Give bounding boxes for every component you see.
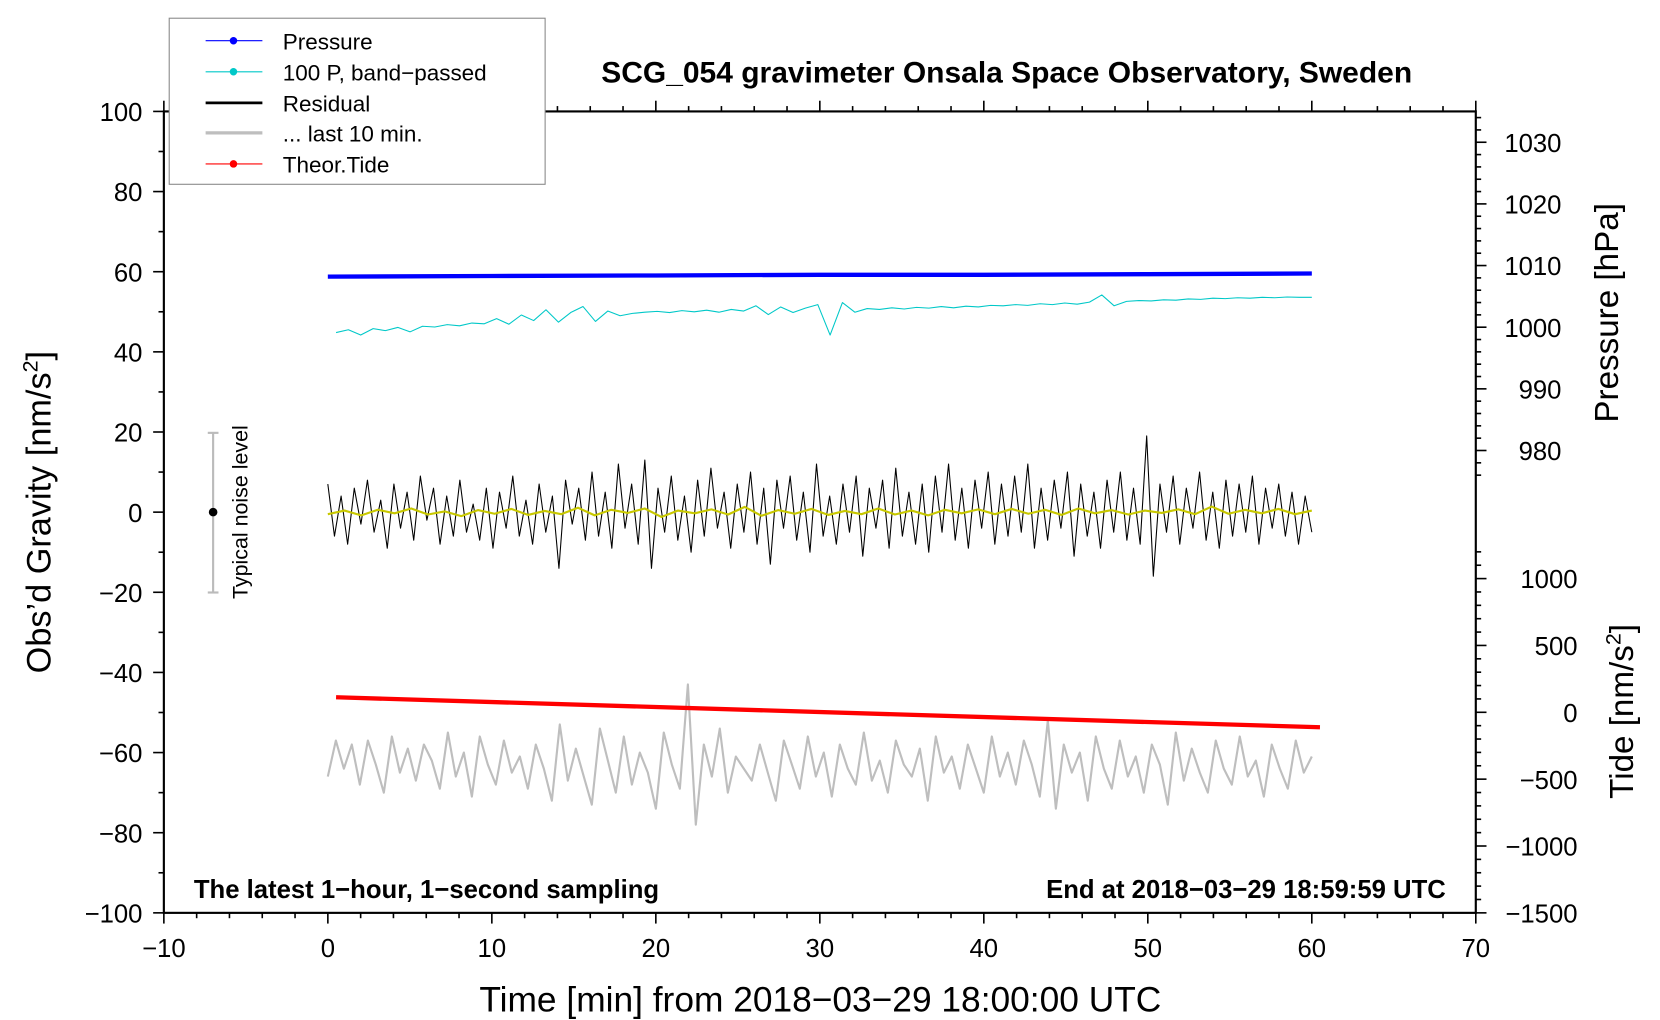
legend: Pressure 100 P, band−passed Residual ...… (168, 17, 546, 185)
tide-tick-label: −1000 (1505, 834, 1577, 862)
legend-label: Pressure (283, 29, 373, 54)
legend-item-theor-tide: Theor.Tide (205, 152, 390, 178)
y-tick-label: 100 (100, 99, 143, 127)
x-axis-label: Time [min] from 2018−03−29 18:00:00 UTC (479, 980, 1161, 1019)
y-tick-label: −40 (99, 660, 143, 688)
y-tick-label: 20 (114, 420, 143, 448)
x-tick-label: 70 (1462, 935, 1491, 963)
noise-level-label: Typical noise level (228, 425, 252, 599)
x-tick-label: 30 (806, 935, 835, 963)
y-tick-label: 80 (114, 179, 143, 207)
legend-label: Theor.Tide (283, 152, 390, 177)
legend-item-pressure: Pressure (205, 29, 373, 54)
series-residual (327, 435, 1313, 577)
pressure-tick-label: 980 (1519, 438, 1562, 466)
tide-tick-label: −1500 (1505, 900, 1577, 928)
pressure-tick-label: 1000 (1504, 315, 1561, 343)
pressure-tick-label: 1010 (1504, 253, 1561, 281)
tide-tick-label: 0 (1563, 700, 1577, 728)
legend-label: Residual (283, 91, 370, 116)
series-last-10-min (326, 683, 1313, 826)
annotation-right: End at 2018−03−29 18:59:59 UTC (1046, 876, 1446, 904)
legend-item-residual: Residual (205, 91, 370, 116)
x-tick-label: 40 (970, 935, 999, 963)
chart-title: SCG_054 gravimeter Onsala Space Observat… (601, 56, 1412, 89)
pressure-tick-label: 1030 (1504, 130, 1561, 158)
x-tick-label: 50 (1134, 935, 1163, 963)
noise-level-indicator (207, 431, 219, 594)
series-layer (326, 271, 1321, 826)
y-tick-label: −20 (99, 580, 143, 608)
y-tick-label: 0 (128, 500, 142, 528)
tide-tick-label: −500 (1520, 767, 1578, 795)
y-tick-label: −60 (99, 740, 143, 768)
x-tick-label: −10 (142, 935, 186, 963)
y-tick-label: 60 (114, 259, 143, 287)
legend-item-band-passed: 100 P, band−passed (205, 60, 487, 85)
pressure-tick-label: 1020 (1504, 192, 1561, 220)
axis-ticks: −10 0 10 20 30 40 50 60 70−100−80−60−40−20020406… (85, 99, 1578, 963)
x-tick-label: 10 (478, 935, 507, 963)
tide-tick-label: 500 (1535, 633, 1578, 661)
y-axis-label: Obs’d Gravity [nm/s2] (18, 351, 58, 673)
annotation-left: The latest 1−hour, 1−second sampling (194, 876, 659, 904)
tide-axis-label: Tide [nm/s2] (1601, 624, 1641, 799)
x-tick-label: 0 (321, 935, 335, 963)
series-theor-tide (336, 695, 1321, 730)
x-tick-label: 20 (642, 935, 671, 963)
series-100-p-band-passed (335, 294, 1312, 336)
legend-label: ... last 10 min. (283, 121, 423, 146)
y-tick-label: −100 (85, 900, 143, 928)
legend-item-last-10-min: ... last 10 min. (205, 121, 423, 146)
series-residual-smoothed (327, 505, 1313, 519)
pressure-axis-label: Pressure [hPa] (1589, 203, 1626, 423)
tide-tick-label: 1000 (1520, 566, 1577, 594)
legend-label: 100 P, band−passed (283, 60, 487, 85)
y-tick-label: 40 (114, 339, 143, 367)
y-tick-label: −80 (99, 820, 143, 848)
x-tick-label: 60 (1298, 935, 1327, 963)
pressure-tick-label: 990 (1519, 376, 1562, 404)
series-pressure (327, 271, 1312, 279)
